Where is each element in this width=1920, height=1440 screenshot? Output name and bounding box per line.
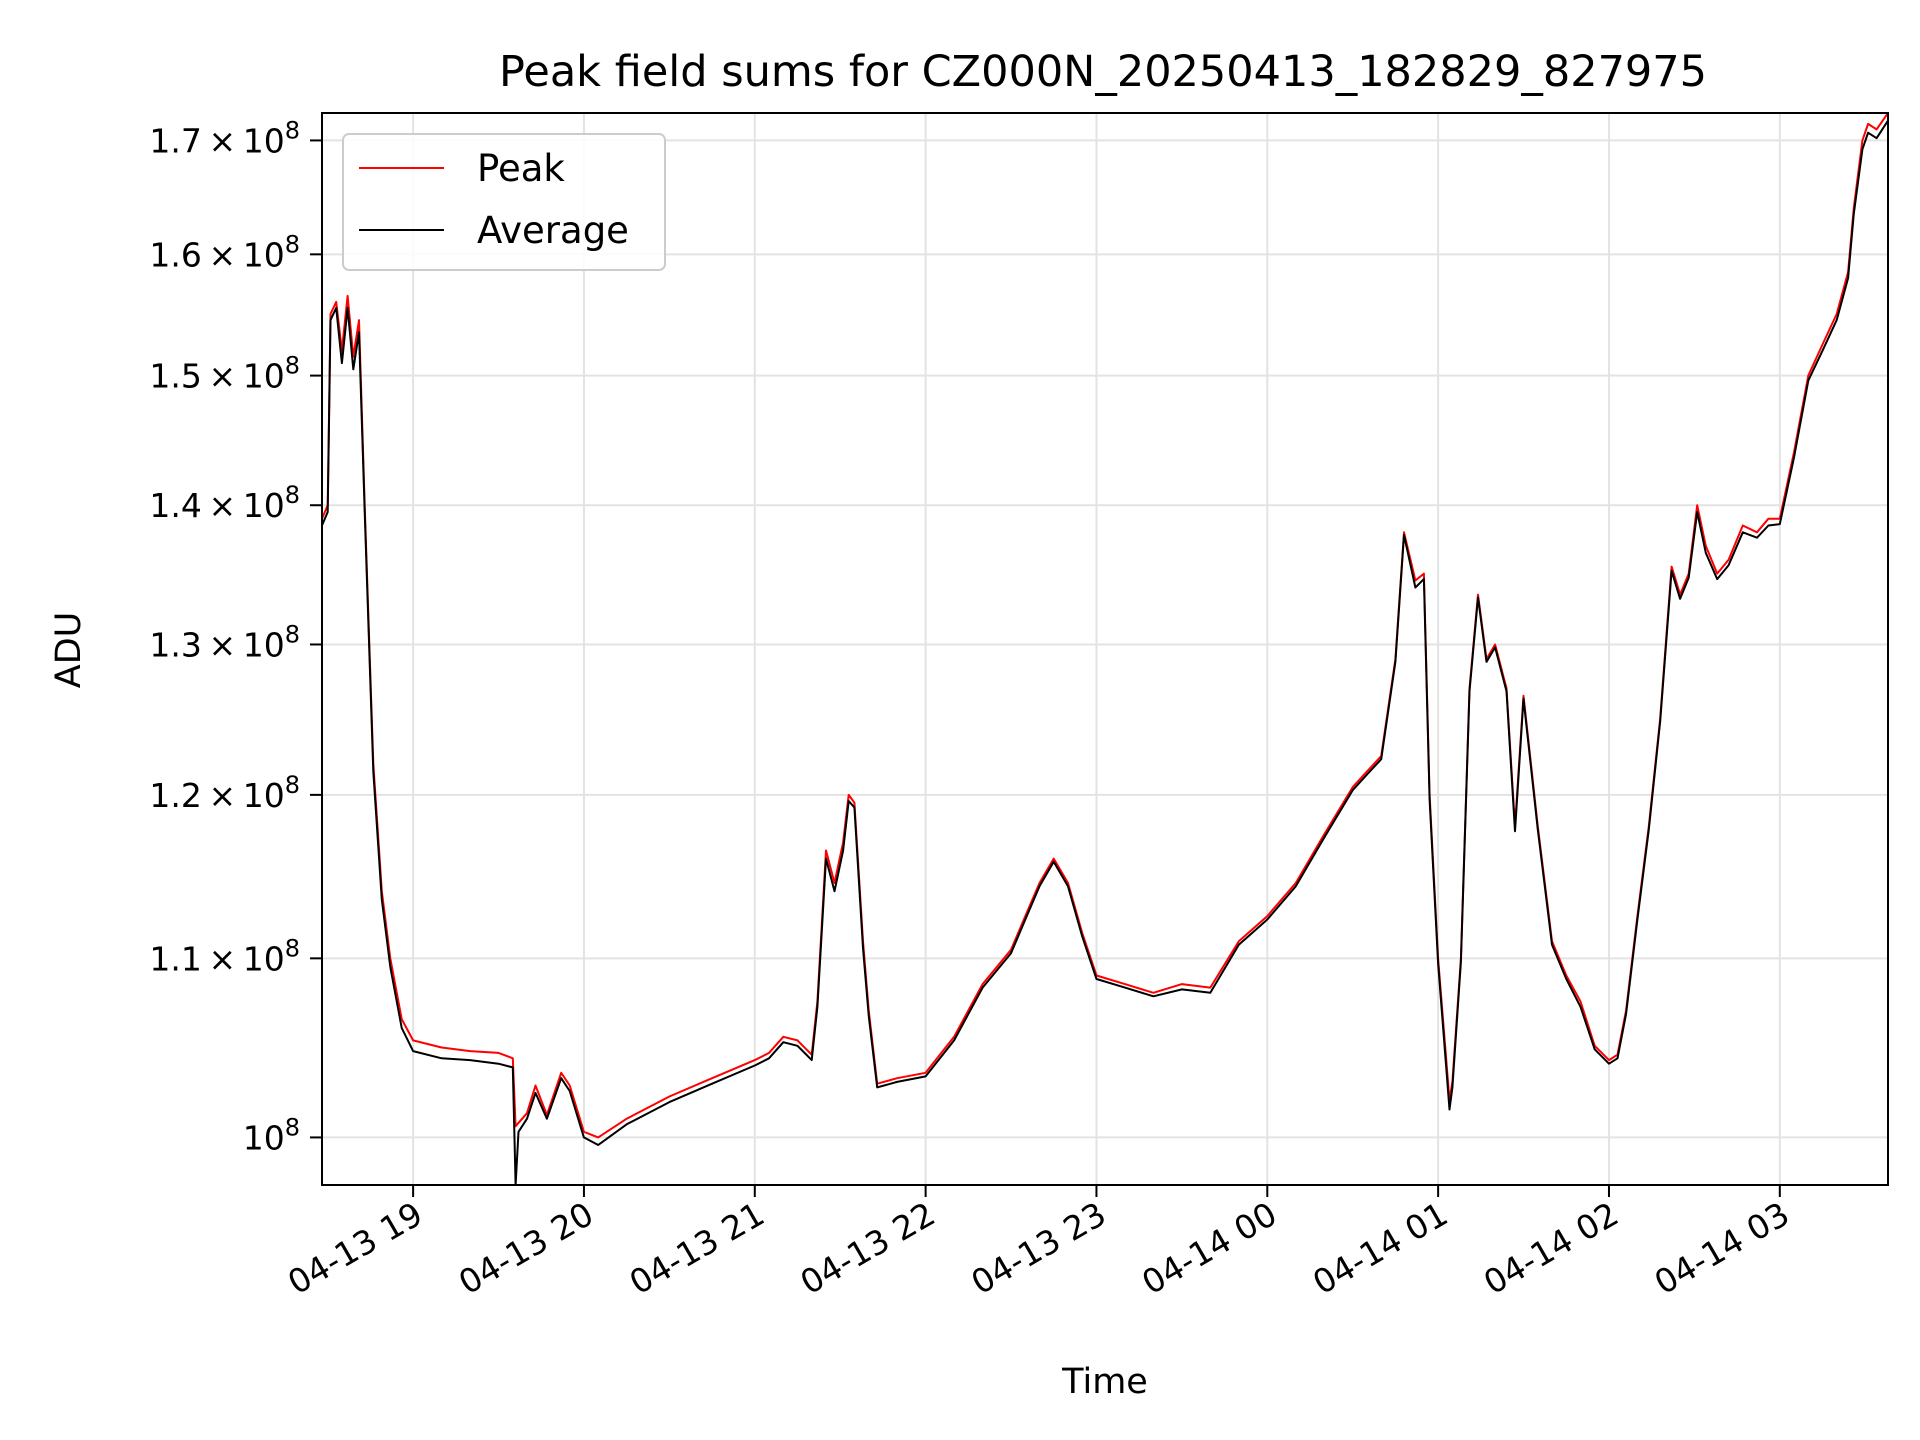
y-tick-exponent: 8 — [285, 352, 300, 380]
legend-label-peak: Peak — [477, 147, 565, 190]
y-tick-exponent: 8 — [285, 934, 300, 962]
series-line-peak — [322, 113, 1888, 1139]
x-axis-label: Time — [1061, 1362, 1148, 1402]
y-tick-label: 1.6 × 108 — [149, 230, 300, 274]
y-tick-exponent: 8 — [285, 1113, 300, 1141]
series-layer — [322, 113, 1888, 1185]
y-tick-exponent: 8 — [285, 481, 300, 509]
y-tick-exponent: 8 — [285, 116, 300, 144]
y-tick-label: 1.5 × 108 — [149, 352, 300, 396]
y-tick-exponent: 8 — [285, 620, 300, 648]
y-tick-label: 1.7 × 108 — [149, 116, 300, 160]
y-tick-label: 1.3 × 108 — [149, 620, 300, 664]
y-tick-exponent: 8 — [285, 771, 300, 799]
grid-lines — [322, 113, 1888, 1185]
chart-title: Peak field sums for CZ000N_20250413_1828… — [499, 47, 1707, 97]
series-line-average — [322, 120, 1888, 1185]
legend: Peak Average — [342, 133, 666, 271]
y-tick-label: 1.4 × 108 — [149, 481, 300, 525]
y-tick-label: 1.2 × 108 — [149, 771, 300, 815]
plot-area-frame — [321, 112, 1889, 1186]
legend-label-average: Average — [477, 209, 629, 252]
y-tick-exponent: 8 — [285, 230, 300, 258]
y-tick-label: 1.1 × 108 — [149, 934, 300, 978]
y-axis-label: ADU — [49, 612, 89, 689]
